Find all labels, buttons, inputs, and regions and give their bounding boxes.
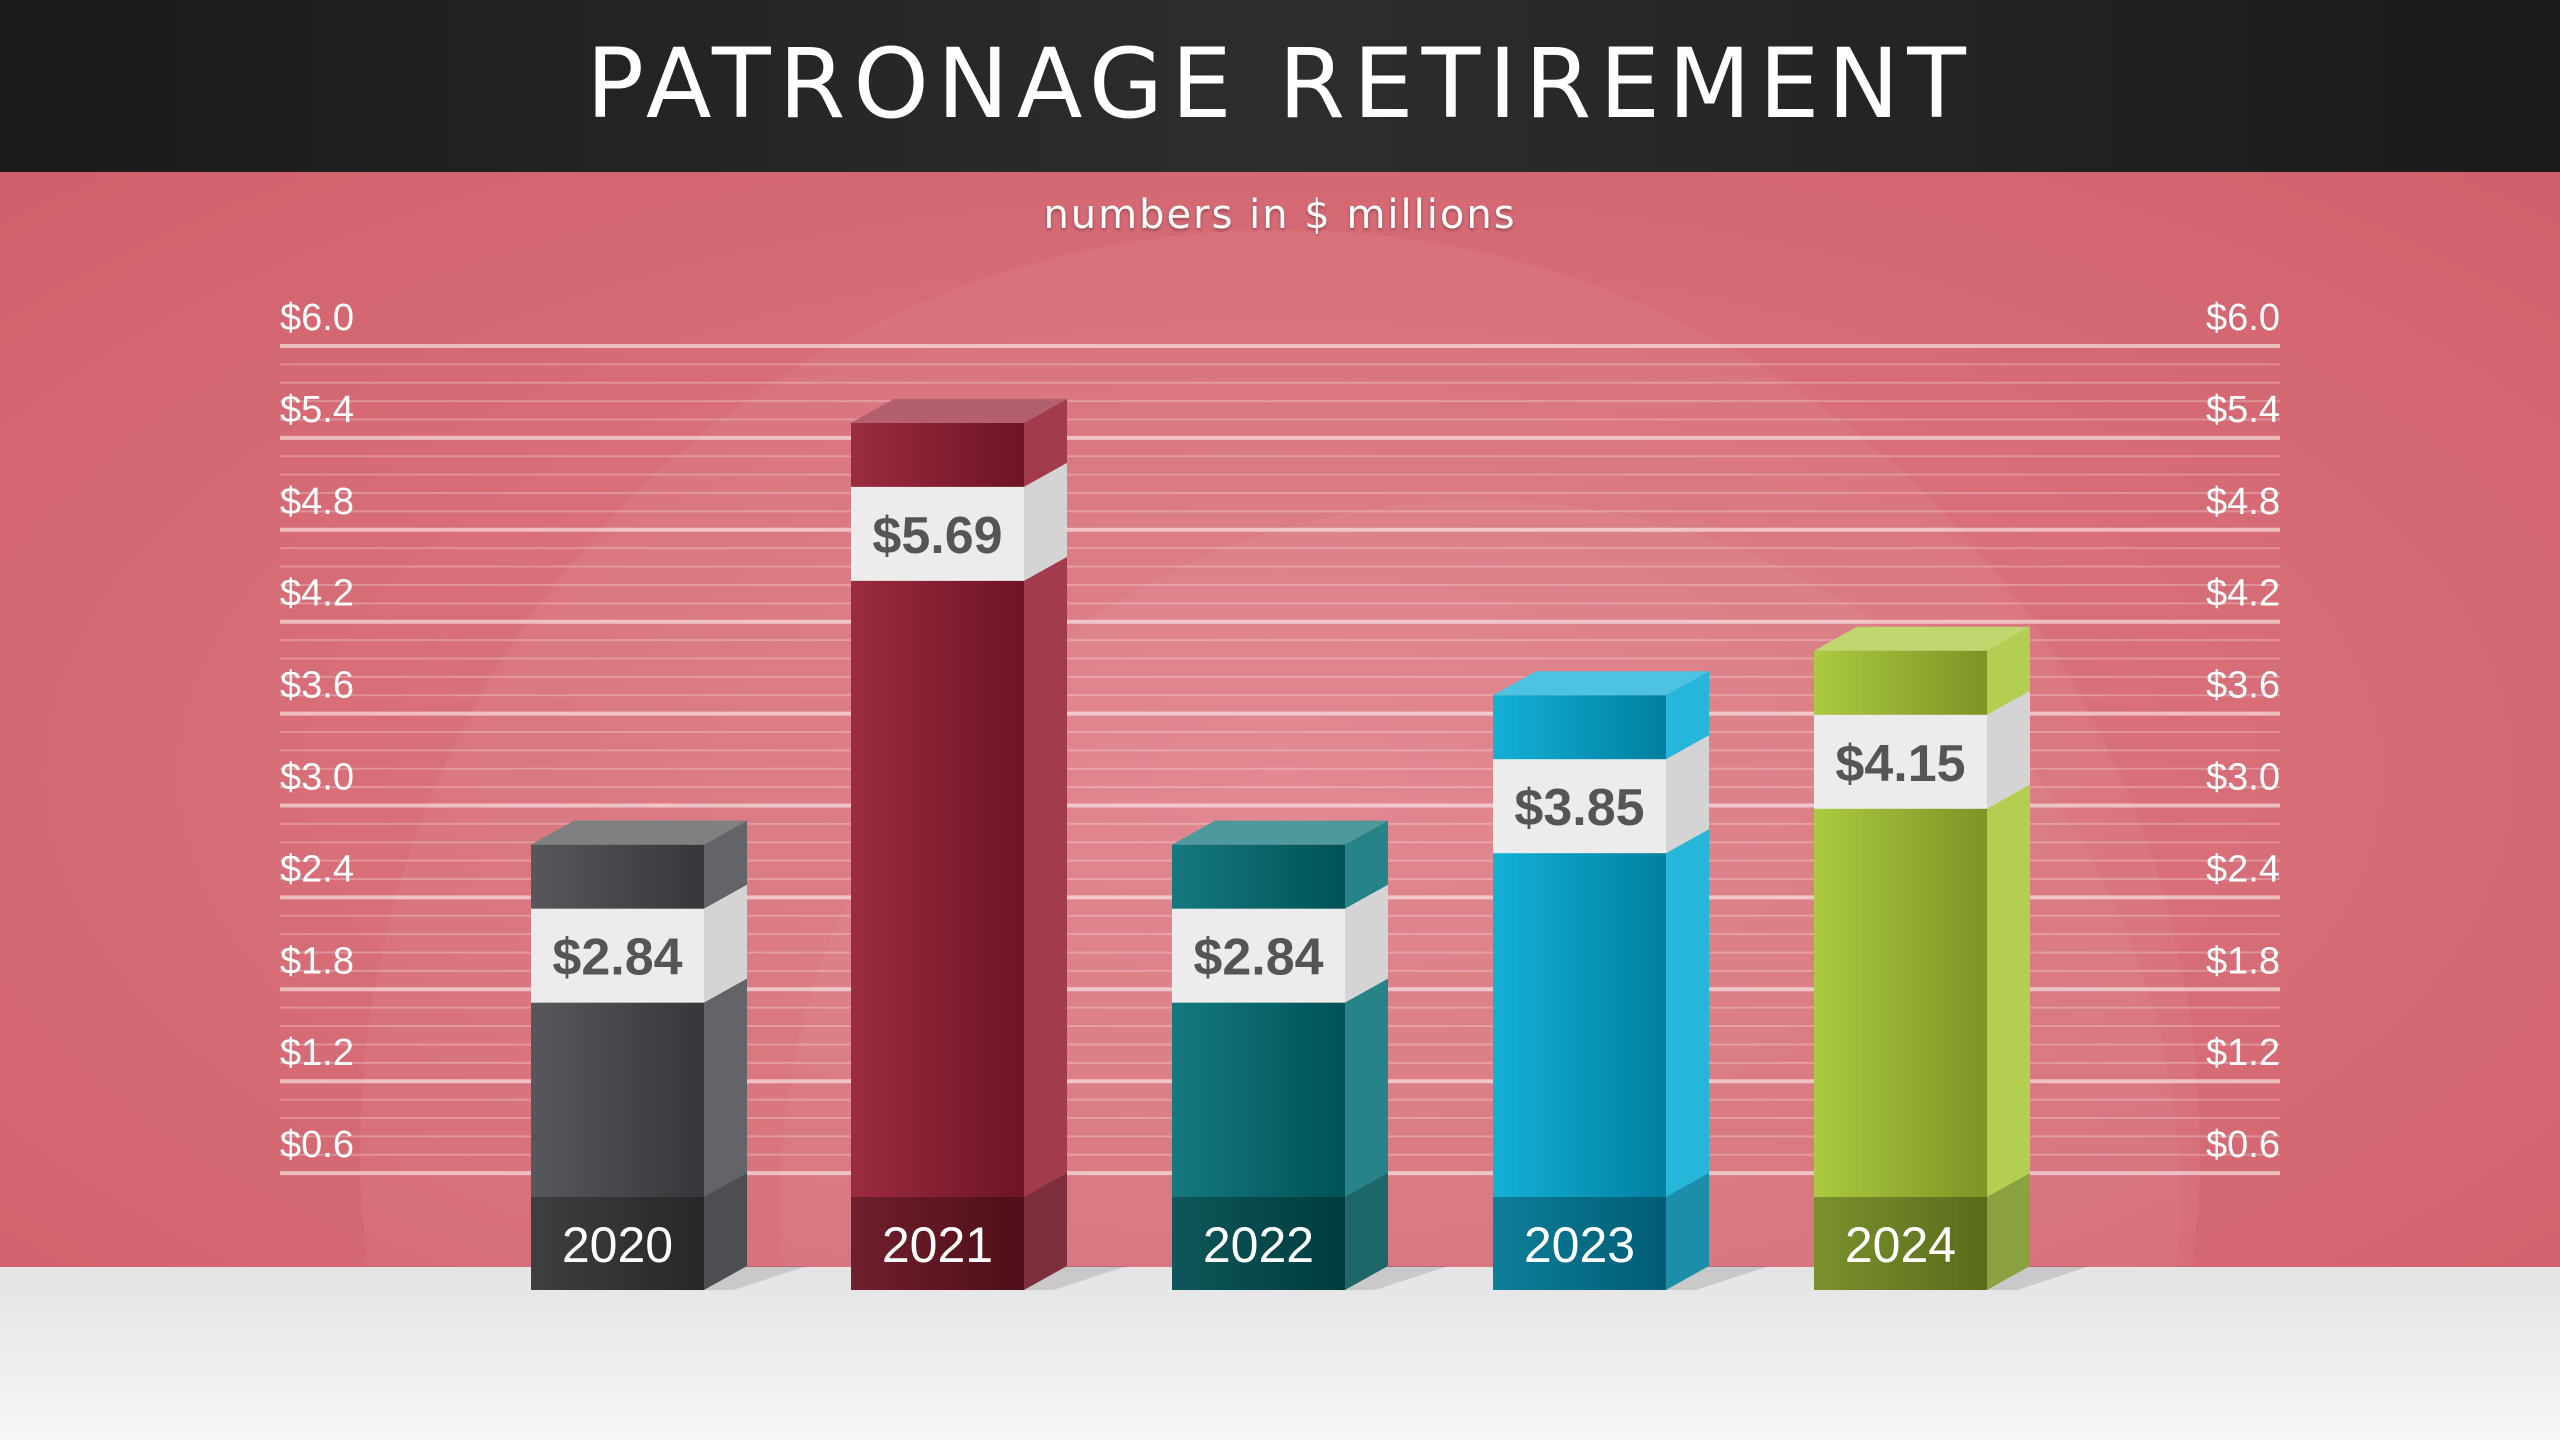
y-tick-label-right: $2.4 — [2206, 848, 2280, 890]
data-label: $3.85 — [1514, 779, 1644, 837]
year-band-side — [704, 1173, 747, 1290]
category-label: 2023 — [1524, 1217, 1635, 1273]
value-band-side — [1987, 690, 2030, 809]
chart-subtitle: numbers in $ millions — [1043, 192, 1517, 238]
year-band — [851, 1197, 1024, 1290]
y-tick-label-left: $1.2 — [280, 1032, 354, 1074]
y-tick-label-right: $4.2 — [2206, 573, 2280, 615]
header-bar: PATRONAGE RETIREMENT — [0, 0, 2560, 172]
data-label: $2.84 — [1193, 929, 1323, 987]
data-label: $5.69 — [872, 507, 1002, 565]
year-band — [1814, 1197, 1987, 1290]
value-band — [1172, 908, 1345, 1003]
category-label: 2022 — [1203, 1217, 1314, 1273]
y-tick-label-right: $4.8 — [2206, 481, 2280, 523]
year-band — [1493, 1197, 1666, 1290]
y-tick-label-left: $2.4 — [280, 848, 354, 890]
y-tick-label-left: $3.6 — [280, 665, 354, 707]
data-label: $4.15 — [1835, 735, 1965, 793]
year-band-side — [1987, 1173, 2030, 1290]
year-band-side — [1024, 1173, 1067, 1290]
bar-shadow — [1666, 1266, 1769, 1290]
floor — [0, 1267, 2560, 1440]
bar-shadow — [1024, 1266, 1127, 1290]
bar-2024: 2024 $4.15 — [1814, 626, 2090, 1290]
value-band-side — [1024, 462, 1067, 581]
bar-shadow — [1345, 1266, 1448, 1290]
bar-2020: 2020 $2.84 — [531, 820, 807, 1290]
year-band — [1172, 1197, 1345, 1290]
value-band — [1493, 759, 1666, 854]
bar-side — [1024, 398, 1067, 1290]
y-tick-label-right: $1.8 — [2206, 940, 2280, 982]
value-band-side — [1345, 884, 1388, 1003]
category-label: 2020 — [562, 1217, 673, 1273]
y-tick-label-right: $6.0 — [2206, 297, 2280, 339]
category-label: 2024 — [1845, 1217, 1956, 1273]
bar-shadow — [704, 1266, 807, 1290]
y-tick-label-left: $6.0 — [280, 297, 354, 339]
y-tick-label-left: $4.8 — [280, 481, 354, 523]
year-band — [531, 1197, 704, 1290]
bar-top — [531, 820, 747, 845]
y-tick-label-left: $1.8 — [280, 940, 354, 982]
year-band-side — [1345, 1173, 1388, 1290]
bar-top — [851, 398, 1067, 423]
category-label: 2021 — [882, 1217, 993, 1273]
y-tick-label-left: $4.2 — [280, 573, 354, 615]
y-tick-label-left: $3.0 — [280, 757, 354, 799]
value-band-side — [704, 884, 747, 1003]
value-band-side — [1666, 735, 1709, 854]
y-tick-label-left: $5.4 — [280, 389, 354, 431]
decor-circle — [360, 230, 2201, 1267]
data-label: $2.84 — [552, 929, 682, 987]
y-tick-label-right: $3.6 — [2206, 665, 2280, 707]
year-band-side — [1666, 1173, 1709, 1290]
bar-shadow — [1987, 1266, 2090, 1290]
value-band — [1814, 714, 1987, 809]
bar-top — [1172, 820, 1388, 845]
bar-2022: 2022 $2.84 — [1172, 820, 1448, 1290]
y-tick-label-left: $0.6 — [280, 1124, 354, 1166]
bar-2021: 2021 $5.69 — [851, 398, 1127, 1290]
y-tick-label-right: $0.6 — [2206, 1124, 2280, 1166]
value-band — [851, 486, 1024, 581]
chart-title: PATRONAGE RETIREMENT — [586, 28, 1974, 140]
y-tick-label-right: $1.2 — [2206, 1032, 2280, 1074]
y-tick-label-right: $5.4 — [2206, 389, 2280, 431]
bar-2023: 2023 $3.85 — [1493, 671, 1769, 1290]
bar-top — [1814, 626, 2030, 651]
y-tick-label-right: $3.0 — [2206, 757, 2280, 799]
value-band — [531, 908, 704, 1003]
bar-top — [1493, 671, 1709, 696]
